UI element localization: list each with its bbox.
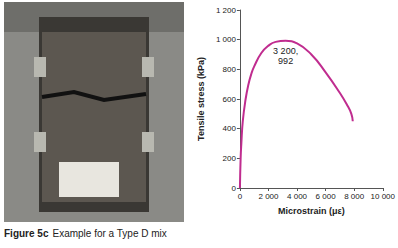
svg-text:8 000: 8 000	[344, 192, 365, 201]
svg-text:3 200,: 3 200,	[273, 46, 298, 56]
html-text:Figure 5c Example for a Type D: Figure 5c Example for a Type D mix	[4, 228, 167, 239]
svg-text:4 000: 4 000	[287, 192, 308, 201]
svg-text:Microstrain (με): Microstrain (με)	[278, 206, 345, 216]
svg-text:600: 600	[223, 95, 237, 104]
svg-text:1 200: 1 200	[216, 6, 237, 15]
svg-text:992: 992	[278, 56, 293, 66]
svg-text:0: 0	[231, 184, 236, 193]
svg-text:0: 0	[238, 192, 243, 201]
svg-text:800: 800	[223, 65, 237, 74]
svg-text:10 000: 10 000	[371, 192, 396, 201]
svg-text:1 000: 1 000	[216, 35, 237, 44]
svg-text:200: 200	[223, 154, 237, 163]
svg-text:Tensile stress (kPa): Tensile stress (kPa)	[196, 57, 206, 141]
svg-text:2 000: 2 000	[258, 192, 279, 201]
svg-text:400: 400	[223, 124, 237, 133]
svg-text:6 000: 6 000	[316, 192, 337, 201]
